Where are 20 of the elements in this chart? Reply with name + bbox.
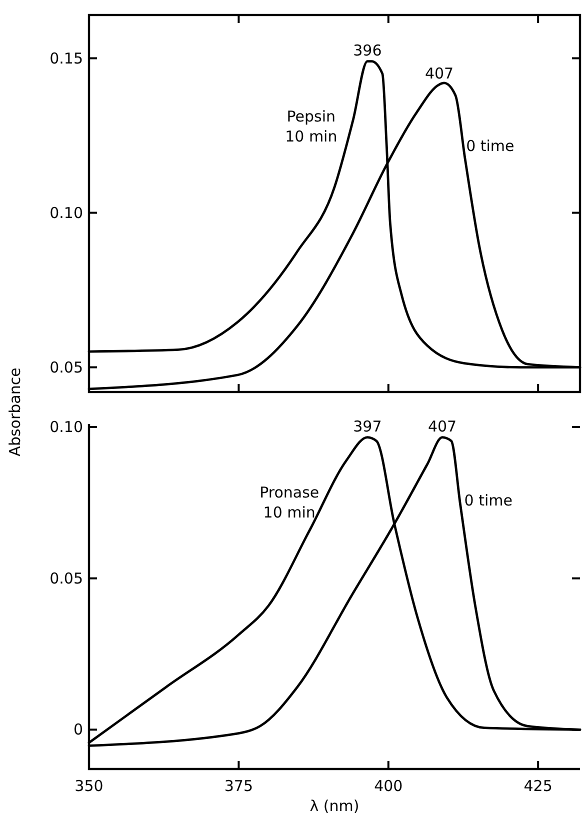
y-tick-label: 0.10 (50, 204, 83, 222)
series-label: 0 time (466, 136, 514, 155)
series-label: Pepsin 10 min (285, 107, 338, 146)
annotation: 397 (353, 417, 382, 436)
series-label: Pronase 10 min (260, 483, 320, 522)
y-axis-title: Absorbance (6, 368, 24, 456)
annotation: 407 (424, 64, 454, 83)
y-tick-label: 0.05 (50, 569, 83, 588)
y-tick-label: 0.10 (50, 418, 83, 436)
y-tick-label: 0 (73, 720, 83, 739)
y-tick-label: 0.15 (50, 49, 83, 68)
x-tick-label: 375 (224, 777, 254, 795)
annotation: 396 (353, 41, 382, 60)
x-tick-label: 350 (74, 777, 104, 795)
x-axis-title: λ (nm) (310, 797, 360, 815)
y-tick-label: 0.05 (50, 358, 83, 376)
x-tick-label: 400 (374, 777, 403, 795)
annotation: 407 (428, 417, 457, 436)
series-label: 0 time (464, 491, 512, 510)
x-tick-label: 425 (524, 777, 552, 795)
